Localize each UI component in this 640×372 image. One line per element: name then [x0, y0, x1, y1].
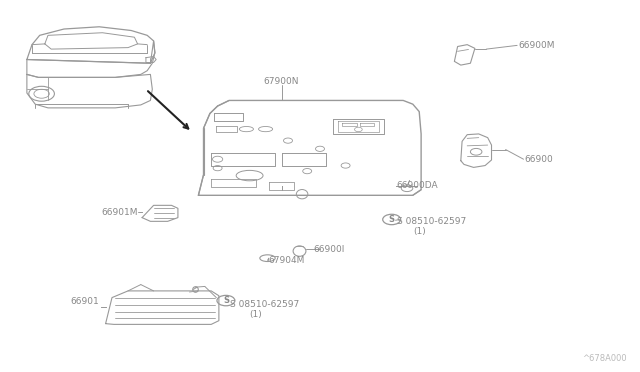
Text: ^678A000: ^678A000	[582, 354, 627, 363]
Text: 66900M: 66900M	[518, 41, 555, 50]
Text: 66900I: 66900I	[314, 245, 345, 254]
Text: S: S	[388, 215, 395, 224]
Text: S 08510-62597: S 08510-62597	[397, 217, 466, 226]
Text: S: S	[223, 296, 229, 305]
Text: (1): (1)	[413, 227, 426, 236]
Text: 66900: 66900	[525, 155, 554, 164]
Text: 67904M: 67904M	[269, 256, 305, 265]
Text: 66900DA: 66900DA	[397, 182, 438, 190]
Text: S 08510-62597: S 08510-62597	[230, 300, 300, 309]
Text: (1): (1)	[250, 310, 262, 319]
Text: 66901M: 66901M	[101, 208, 138, 217]
Text: 67900N: 67900N	[264, 77, 300, 86]
Text: 66901: 66901	[70, 297, 99, 306]
